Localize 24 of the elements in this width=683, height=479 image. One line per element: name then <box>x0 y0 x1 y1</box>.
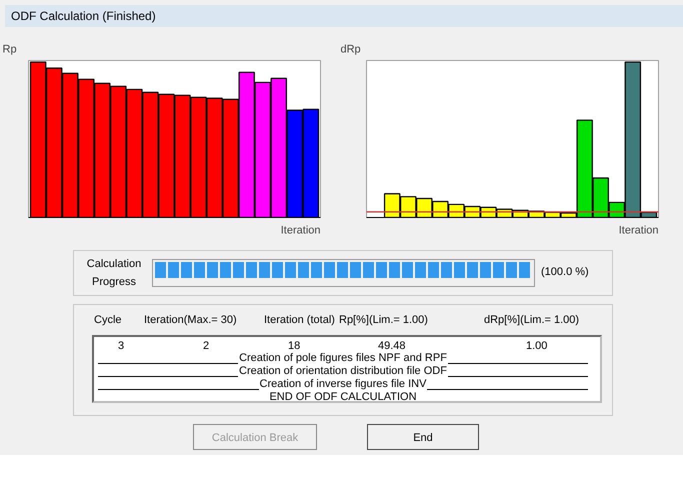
text: Cycle <box>94 313 122 328</box>
text: 3 <box>118 339 124 354</box>
text: Creation of pole figures files NPF and RPF <box>238 352 448 364</box>
text: 1.00 <box>526 339 548 354</box>
text: Iteration(Max.= 30) <box>144 313 237 328</box>
text: Calculation Break <box>193 424 317 450</box>
text: END OF ODF CALCULATION <box>268 391 418 403</box>
text: Iteration (total) <box>264 313 335 328</box>
text: 49.48 <box>378 339 406 353</box>
text: End <box>367 424 479 450</box>
y-axis-title: Rp <box>2 44 17 56</box>
text: dRp[%](Lim.= 1.00) <box>484 313 580 328</box>
text: (100.0 %) <box>541 265 589 280</box>
text: Rp[%](Lim.= 1.00) <box>339 313 428 328</box>
x-axis-title: Iteration <box>618 224 659 236</box>
text: Creation of inverse figures file INV <box>258 378 428 390</box>
text: ODF Calculation (Finished) <box>10 8 157 25</box>
text: 18 <box>288 339 300 353</box>
text: Creation of orientation distribution file ODF <box>238 365 448 377</box>
text: 2 <box>203 339 210 354</box>
text: Progress <box>92 276 136 288</box>
x-axis-title: Iteration <box>280 224 321 236</box>
y-axis-title: dRp <box>340 44 361 56</box>
text: Calculation <box>86 258 142 270</box>
